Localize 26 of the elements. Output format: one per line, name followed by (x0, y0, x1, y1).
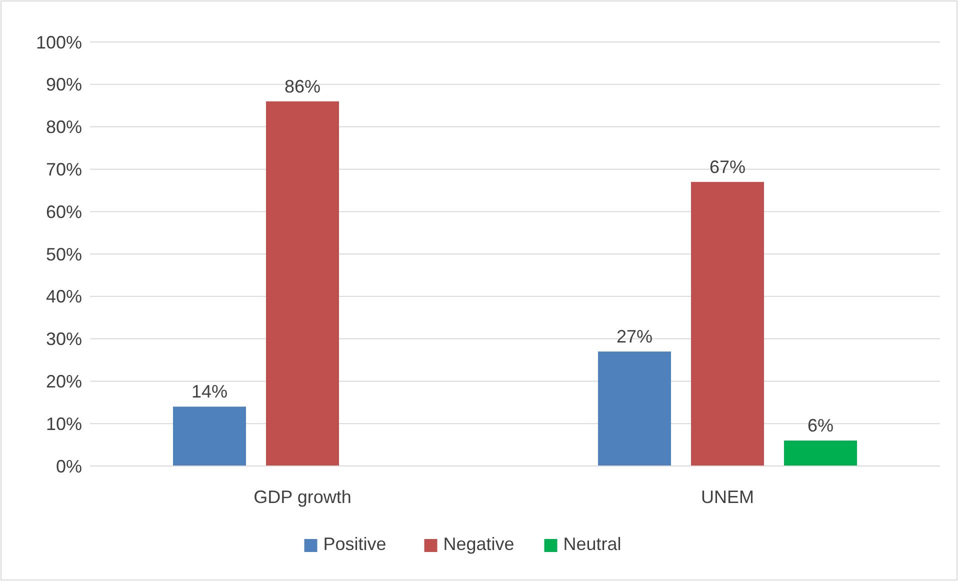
legend-label: Neutral (563, 534, 622, 554)
x-tick-label: GDP growth (254, 487, 352, 507)
legend-label: Positive (323, 534, 386, 554)
y-tick-label: 50% (46, 244, 82, 264)
y-tick-label: 100% (36, 32, 82, 52)
bar (691, 182, 764, 466)
data-label: 86% (284, 76, 321, 96)
bar (598, 352, 671, 466)
data-label: 67% (709, 156, 746, 177)
legend-label: Negative (443, 534, 514, 554)
bar (173, 406, 246, 466)
x-tick-label: UNEM (701, 487, 754, 507)
data-label: 6% (807, 416, 834, 436)
y-tick-label: 60% (46, 202, 82, 222)
y-tick-label: 90% (46, 74, 82, 95)
data-label: 27% (616, 326, 653, 347)
y-tick-label: 40% (46, 286, 82, 307)
bar (266, 101, 339, 466)
data-label: 14% (191, 382, 228, 402)
y-tick-label: 20% (46, 372, 82, 392)
y-tick-label: 10% (46, 414, 82, 434)
y-tick-label: 80% (46, 117, 82, 138)
y-tick-label: 70% (46, 160, 82, 180)
y-tick-label: 0% (56, 456, 82, 476)
y-tick-label: 30% (46, 329, 82, 350)
bar (784, 440, 857, 466)
